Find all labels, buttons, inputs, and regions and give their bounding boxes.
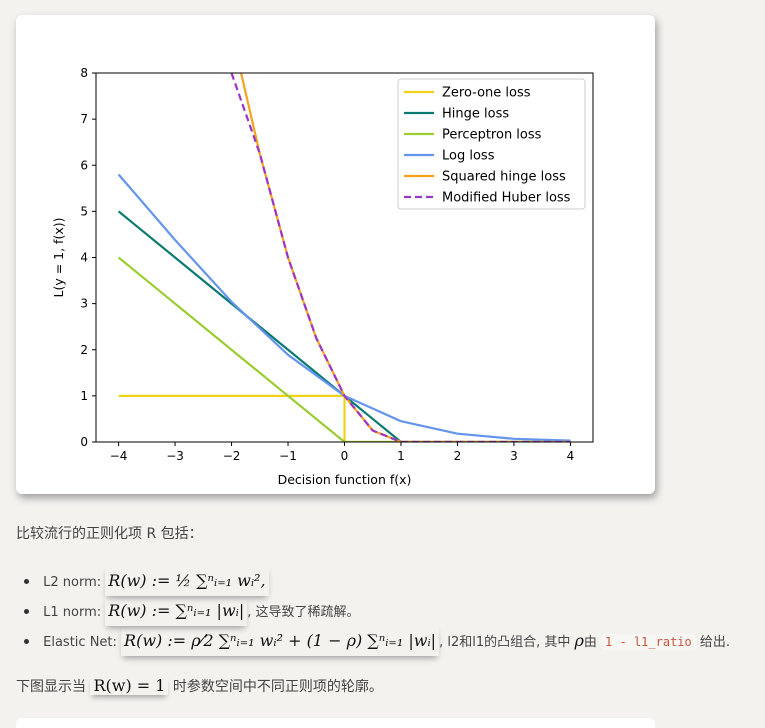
item-tail: , l2和l1的凸组合, 其中 [439, 635, 575, 650]
l1-formula: R(w) := ∑ⁿᵢ₌₁ |wᵢ| [105, 596, 247, 626]
x-tick-label: −1 [279, 449, 297, 463]
list-item-elastic-net: Elastic Net: R(w) := ρ⁄2 ∑ⁿᵢ₌₁ wᵢ² + (1 … [20, 626, 760, 656]
figure-card: −4 −3 −2 −1 0 1 2 3 4 0 1 2 3 4 5 6 7 8 Decision function … [16, 15, 655, 494]
y-tick-label: 3 [80, 297, 88, 311]
item-tail: 由 [583, 635, 602, 650]
y-tick-label: 4 [80, 251, 88, 265]
regularizer-list: L2 norm: R(w) := ½ ∑ⁿᵢ₌₁ wᵢ², L1 norm: R… [20, 566, 760, 656]
outro-text-a: 下图显示当 [16, 679, 91, 695]
legend-entry: Zero-one loss [442, 86, 531, 101]
legend-entry: Squared hinge loss [442, 170, 566, 185]
y-tick-label: 5 [80, 204, 88, 218]
next-figure-card [16, 718, 655, 728]
x-tick-label: 1 [397, 449, 405, 463]
bullet-icon [24, 579, 29, 584]
bullet-icon [24, 609, 29, 614]
item-tail: , 这导致了稀疏解。 [247, 605, 360, 620]
x-tick-label: −2 [223, 449, 241, 463]
series-line-modified-huber-loss [230, 73, 571, 442]
legend-box [397, 78, 586, 210]
loss-function-chart: −4 −3 −2 −1 0 1 2 3 4 0 1 2 3 4 5 6 7 8 Decision function … [51, 66, 594, 487]
x-tick-label: −4 [110, 449, 128, 463]
elastic-net-formula: R(w) := ρ⁄2 ∑ⁿᵢ₌₁ wᵢ² + (1 − ρ) ∑ⁿᵢ₌₁ |w… [121, 626, 439, 656]
y-tick-label: 6 [80, 158, 88, 172]
x-tick-label: 4 [567, 449, 575, 463]
item-label: L2 norm: [43, 575, 102, 590]
x-tick-label: 0 [341, 449, 349, 463]
series-line-hinge-loss [117, 210, 571, 442]
l2-formula: R(w) := ½ ∑ⁿᵢ₌₁ wᵢ², [105, 566, 268, 596]
y-axis-label: L(y = 1, f(x)) [51, 218, 66, 298]
x-tick-label: 2 [454, 449, 462, 463]
outro-formula: R(w) = 1 [90, 676, 168, 695]
y-tick-label: 8 [80, 66, 88, 80]
legend-entry: Perceptron loss [442, 128, 542, 143]
legend-entry: Hinge loss [442, 107, 509, 122]
legend-entry: Modified Huber loss [442, 191, 571, 206]
x-tick-label: −3 [166, 449, 184, 463]
bullet-icon [24, 639, 29, 644]
x-tick-label: 3 [510, 449, 518, 463]
legend-entry: Log loss [442, 149, 495, 164]
y-tick-label: 1 [80, 389, 88, 403]
list-item-l2: L2 norm: R(w) := ½ ∑ⁿᵢ₌₁ wᵢ², [20, 566, 760, 596]
series-line-perceptron-loss [117, 256, 571, 442]
x-axis-label: Decision function f(x) [278, 472, 412, 487]
outro-paragraph: 下图显示当 R(w) = 1 时参数空间中不同正则项的轮廓。 [16, 676, 383, 696]
item-label: Elastic Net: [43, 635, 117, 650]
series-line-zero-one-loss [118, 394, 571, 442]
y-tick-label: 7 [80, 112, 88, 126]
outro-text-b: 时参数空间中不同正则项的轮廓。 [168, 679, 383, 695]
intro-text: 比较流行的正则化项 R 包括： [16, 526, 203, 542]
item-label: L1 norm: [43, 605, 102, 620]
item-tail: 给出. [695, 635, 731, 650]
y-tick-label: 2 [80, 343, 88, 357]
intro-paragraph: 比较流行的正则化项 R 包括： [16, 523, 203, 543]
y-tick-label: 0 [80, 435, 88, 449]
rho-symbol: ρ [574, 631, 584, 650]
list-item-l1: L1 norm: R(w) := ∑ⁿᵢ₌₁ |wᵢ|, 这导致了稀疏解。 [20, 596, 760, 626]
l1-ratio-code: 1 - l1_ratio [601, 634, 696, 650]
